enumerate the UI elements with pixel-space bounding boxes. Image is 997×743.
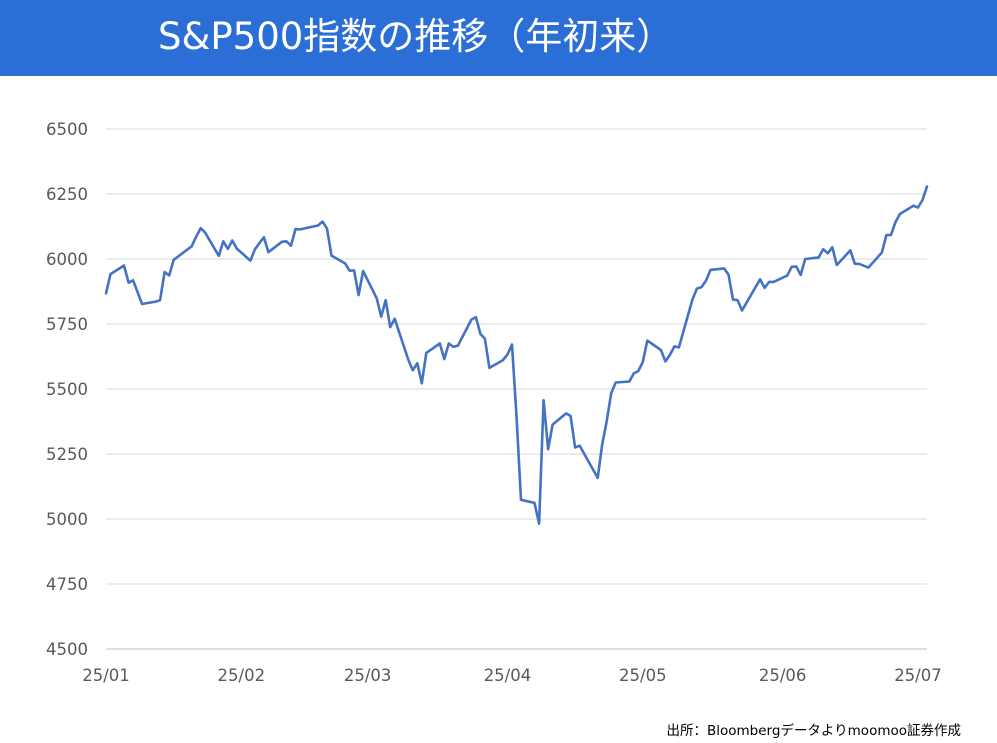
y-tick-label-5250: 5250: [46, 445, 88, 464]
grid-lines: [106, 128, 927, 650]
y-tick-label-4500: 4500: [46, 640, 88, 659]
x-tick-label-25/01: 25/01: [82, 666, 130, 685]
x-tick-label-25/03: 25/03: [344, 666, 392, 685]
source-note: 出所：Bloombergデータよりmoomoo証券作成: [666, 723, 961, 739]
y-axis-tick-labels: 4500 4750 5000 5250 5500 5750 6000 6250 6500: [46, 120, 88, 659]
x-tick-label-25/04: 25/04: [484, 666, 532, 685]
x-axis-tick-labels: 25/01 25/02 25/03 25/04 25/05 25/06 25/07: [82, 666, 942, 685]
y-tick-label-5000: 5000: [46, 510, 88, 529]
chart-title: S&P500指数の推移（年初来）: [158, 15, 674, 58]
y-tick-label-5750: 5750: [46, 315, 88, 334]
series-line-0: [104, 185, 929, 526]
y-tick-label-6250: 6250: [46, 185, 88, 204]
y-tick-label-6000: 6000: [46, 250, 88, 269]
y-tick-label-4750: 4750: [46, 575, 88, 594]
series-layer: [104, 185, 929, 526]
x-tick-label-25/02: 25/02: [218, 666, 266, 685]
y-tick-label-5500: 5500: [46, 380, 88, 399]
y-tick-label-6500: 6500: [46, 120, 88, 139]
title-bar: S&P500指数の推移（年初来）: [0, 0, 997, 76]
x-tick-label-25/05: 25/05: [619, 666, 667, 685]
x-tick-label-25/06: 25/06: [759, 666, 807, 685]
x-tick-label-25/07: 25/07: [894, 666, 942, 685]
